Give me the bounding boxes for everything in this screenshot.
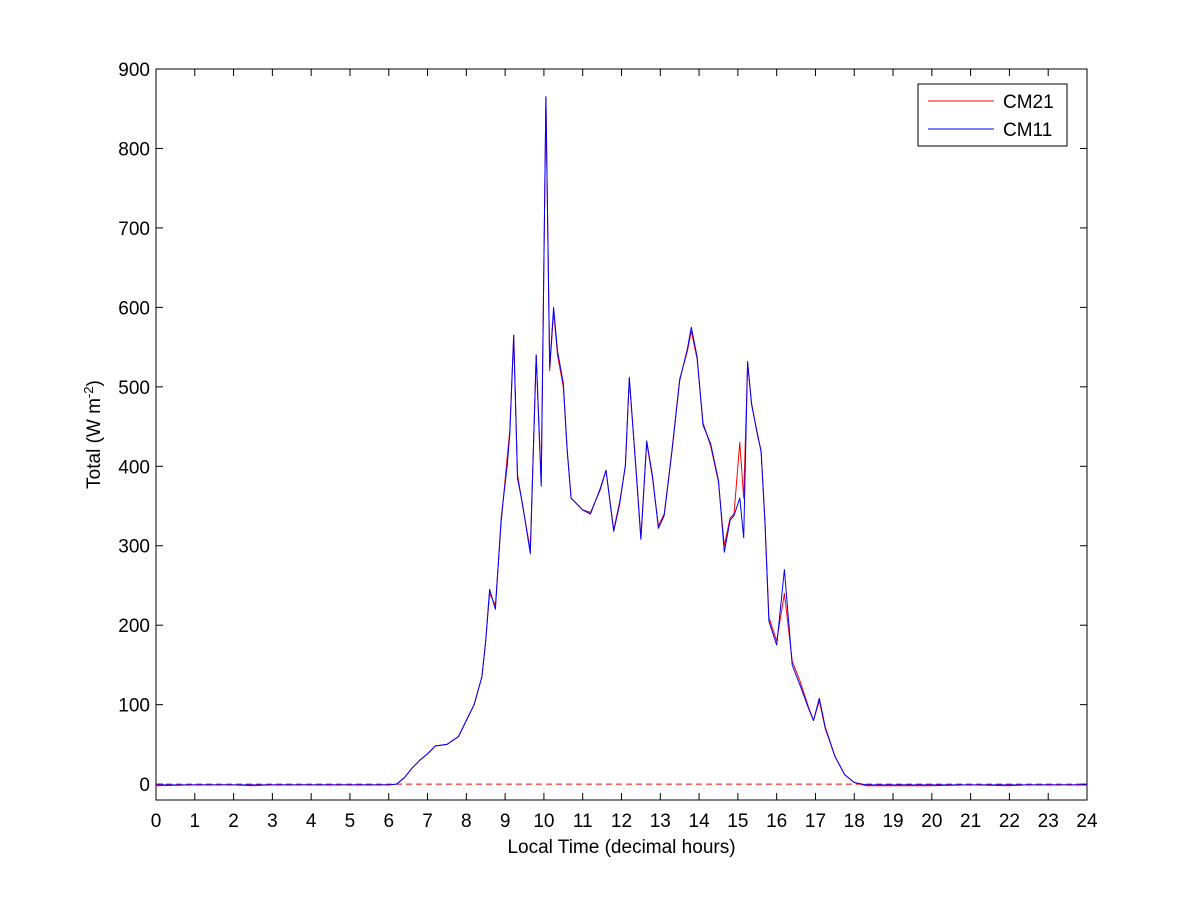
y-tick-label: 0	[139, 775, 150, 796]
x-tick-label: 1	[190, 811, 201, 832]
y-axis-label: Total (W m-2)	[81, 380, 105, 489]
x-tick-label: 21	[960, 811, 981, 832]
x-tick-label: 7	[422, 811, 433, 832]
x-axis-label: Local Time (decimal hours)	[507, 837, 735, 858]
legend-label-cm21: CM21	[1003, 92, 1054, 113]
x-tick-label: 8	[461, 811, 472, 832]
y-tick-label: 200	[118, 616, 150, 637]
y-tick-label: 400	[118, 457, 150, 478]
x-tick-label: 10	[533, 811, 554, 832]
x-tick-label: 14	[689, 811, 711, 832]
axis-ticks: 0 1 2 3 4 5 6 7 8 9 10 11 12 13 14 15 16 17 18 19 20 21 22 23 24…	[118, 60, 1098, 832]
x-tick-label: 19	[882, 811, 903, 832]
x-tick-label: 5	[345, 811, 356, 832]
x-tick-label: 6	[383, 811, 394, 832]
x-tick-label: 15	[727, 811, 748, 832]
legend: CM21 CM11	[917, 83, 1068, 147]
x-tick-label: 16	[766, 811, 787, 832]
y-axis-label-superscript: -2	[81, 386, 96, 398]
series-layer	[156, 96, 1087, 787]
x-tick-label: 17	[805, 811, 826, 832]
x-tick-label: 18	[844, 811, 865, 832]
x-tick-label: 13	[650, 811, 671, 832]
y-axis-label-close: )	[84, 380, 105, 386]
legend-box	[917, 83, 1068, 147]
x-tick-label: 24	[1076, 811, 1098, 832]
x-tick-label: 23	[1038, 811, 1059, 832]
x-tick-label: 9	[500, 811, 511, 832]
y-tick-label: 600	[118, 298, 150, 319]
y-axis-label-main: Total (W m	[84, 398, 105, 489]
series-line-cm11	[156, 96, 1087, 786]
x-tick-label: 3	[267, 811, 278, 832]
plot-area	[155, 68, 1088, 801]
y-tick-label: 500	[118, 378, 150, 399]
y-tick-label: 800	[118, 139, 150, 160]
y-tick-label: 700	[118, 219, 150, 240]
x-tick-label: 11	[573, 811, 593, 832]
x-tick-label: 4	[306, 811, 317, 832]
y-tick-label: 900	[118, 60, 150, 81]
x-tick-label: 2	[228, 811, 239, 832]
y-tick-label: 100	[118, 696, 150, 717]
x-tick-label: 22	[999, 811, 1020, 832]
x-tick-label: 12	[611, 811, 632, 832]
x-tick-label: 0	[151, 811, 162, 832]
legend-label-cm11: CM11	[1003, 120, 1052, 141]
y-tick-label: 300	[118, 537, 150, 558]
x-tick-label: 20	[921, 811, 942, 832]
